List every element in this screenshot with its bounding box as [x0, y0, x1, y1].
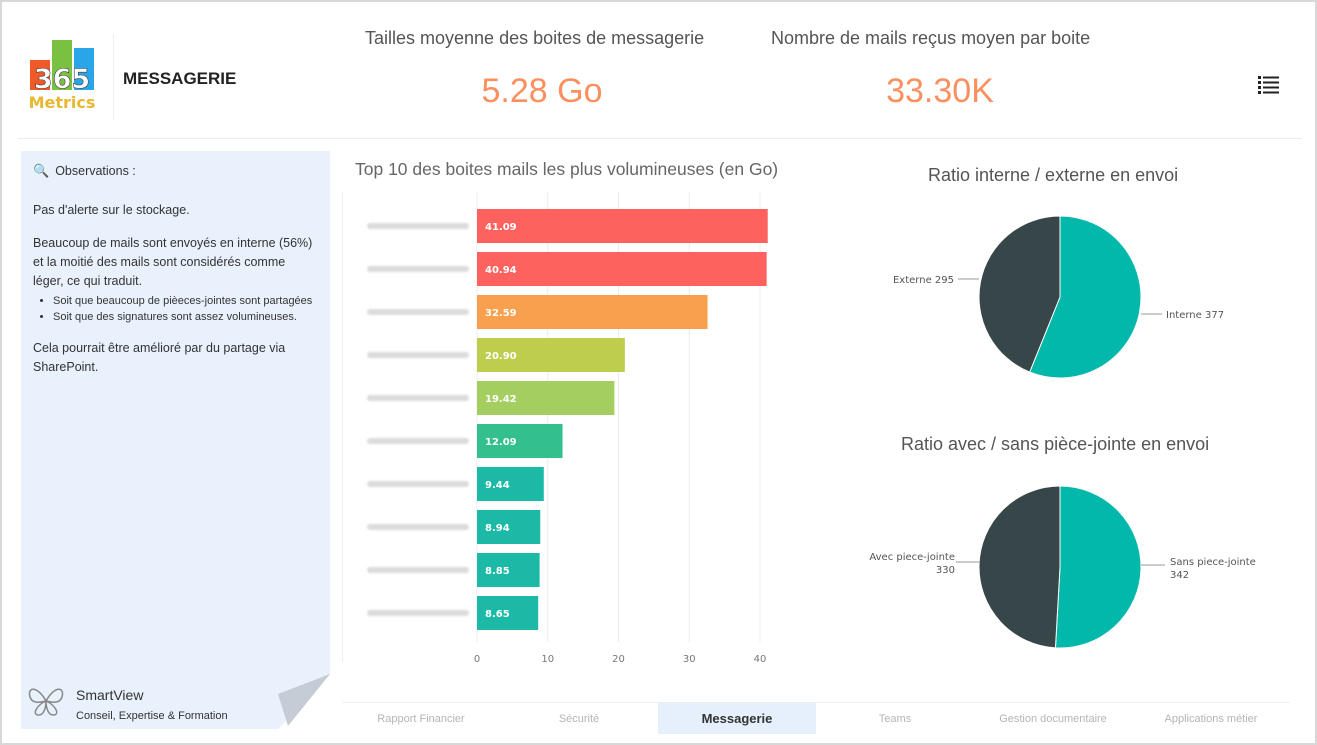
pie-label: Sans piece-jointe	[1170, 557, 1256, 568]
bar-data-label: 20.90	[485, 351, 517, 362]
pie-slice	[1029, 215, 1142, 379]
pie1-title: Ratio interne / externe en envoi	[928, 165, 1179, 185]
observation-text: Cela pourrait être amélioré par du parta…	[33, 341, 286, 374]
x-tick-label: 40	[754, 654, 767, 665]
brand-name: SmartView	[76, 687, 144, 703]
svg-text:Metrics: Metrics	[29, 93, 96, 112]
pie-value-label: 342	[1170, 570, 1189, 581]
bar	[477, 295, 708, 329]
blurred-category-label	[367, 610, 469, 616]
tab-securite[interactable]: Sécurité	[558, 713, 600, 725]
observation-bullet: Soit que beaucoup de pièeces-jointes son…	[53, 293, 318, 309]
blurred-category-label	[367, 266, 469, 272]
tab-messagerie[interactable]: Messagerie	[658, 703, 816, 734]
bar-data-label: 8.65	[485, 609, 510, 620]
bar	[477, 596, 539, 630]
observation-text: Beaucoup de mails sont envoyés en intern…	[33, 236, 313, 288]
bar-data-label: 8.85	[485, 566, 510, 577]
pie-label: Avec piece-jointe	[869, 552, 955, 563]
kpi-value-mailbox-size: 5.28 Go	[481, 72, 603, 110]
kpi-label-mailbox-size: Tailles moyenne des boites de messagerie	[365, 28, 705, 48]
divider	[342, 192, 343, 662]
blurred-category-label	[367, 438, 469, 444]
pie-slice	[978, 485, 1061, 649]
page-curl-shadow	[278, 674, 330, 729]
pie-label: Externe 295	[893, 275, 954, 286]
bar-data-label: 41.09	[485, 222, 517, 233]
pie-chart-attachments: Sans piece-jointe 342 Avec piece-jointe 330	[869, 485, 1256, 649]
header-divider	[18, 138, 1302, 139]
pie-chart-internal-external: Interne 377 Externe 295	[893, 215, 1224, 379]
pie-slice	[1054, 485, 1142, 649]
blurred-category-label	[367, 481, 469, 487]
pie2-title: Ratio avec / sans pièce-jointe en envoi	[901, 434, 1210, 454]
observation-text: Pas d'alerte sur le stockage.	[33, 203, 190, 217]
pie-label: Interne 377	[1166, 310, 1224, 321]
bar-data-label: 19.42	[485, 394, 517, 405]
list-icon[interactable]	[1258, 75, 1280, 95]
bar	[477, 252, 767, 286]
bar-data-label: 40.94	[485, 265, 517, 276]
bar	[477, 381, 615, 415]
blurred-category-label	[367, 223, 469, 229]
tab-applications-metier[interactable]: Applications métier	[1164, 713, 1258, 725]
bar	[477, 424, 563, 458]
pie-value-label: 330	[936, 565, 955, 576]
logo: 365 Metrics	[28, 40, 100, 112]
blurred-category-label	[367, 395, 469, 401]
magnifier-icon: 🔍	[33, 163, 50, 178]
x-tick-label: 20	[612, 654, 625, 665]
kpi-value-mails-received: 33.30K	[886, 72, 994, 110]
bar-chart: 0 10 20 30 40 41.09 40.94 32.59 20.90 19.42 12.09 9…	[367, 192, 768, 665]
bar	[477, 209, 768, 243]
tab-rapport-financier[interactable]: Rapport Financier	[377, 713, 465, 725]
brand-tagline: Conseil, Expertise & Formation	[76, 710, 228, 722]
x-tick-label: 0	[474, 654, 480, 665]
bar-data-label: 32.59	[485, 308, 517, 319]
bar-data-label: 12.09	[485, 437, 517, 448]
observation-bullet: Soit que des signatures sont assez volum…	[53, 309, 318, 325]
page-tabs: Rapport Financier Sécurité Messagerie Te…	[342, 702, 1290, 734]
bar-data-label: 9.44	[485, 480, 510, 491]
tab-teams[interactable]: Teams	[878, 713, 912, 725]
tab-gestion-documentaire[interactable]: Gestion documentaire	[999, 713, 1107, 725]
x-tick-label: 30	[683, 654, 696, 665]
bar	[477, 510, 541, 544]
divider	[113, 34, 114, 120]
bar	[477, 467, 544, 501]
bar	[477, 338, 625, 372]
blurred-category-label	[367, 524, 469, 530]
blurred-category-label	[367, 352, 469, 358]
bar	[477, 553, 540, 587]
bar-data-label: 8.94	[485, 523, 510, 534]
page-title: MESSAGERIE	[123, 69, 237, 88]
blurred-category-label	[367, 567, 469, 573]
observations-panel: 🔍 Observations : Pas d'alerte sur le sto…	[21, 151, 330, 729]
butterfly-icon	[27, 685, 65, 720]
observations-title: Observations :	[55, 164, 136, 178]
pie-slice	[978, 215, 1061, 373]
x-tick-label: 10	[541, 654, 554, 665]
blurred-category-label	[367, 309, 469, 315]
bar-chart-title: Top 10 des boites mails les plus volumin…	[355, 159, 779, 179]
kpi-label-mails-received: Nombre de mails reçus moyen par boite	[771, 28, 1091, 48]
svg-text:365: 365	[34, 64, 90, 95]
